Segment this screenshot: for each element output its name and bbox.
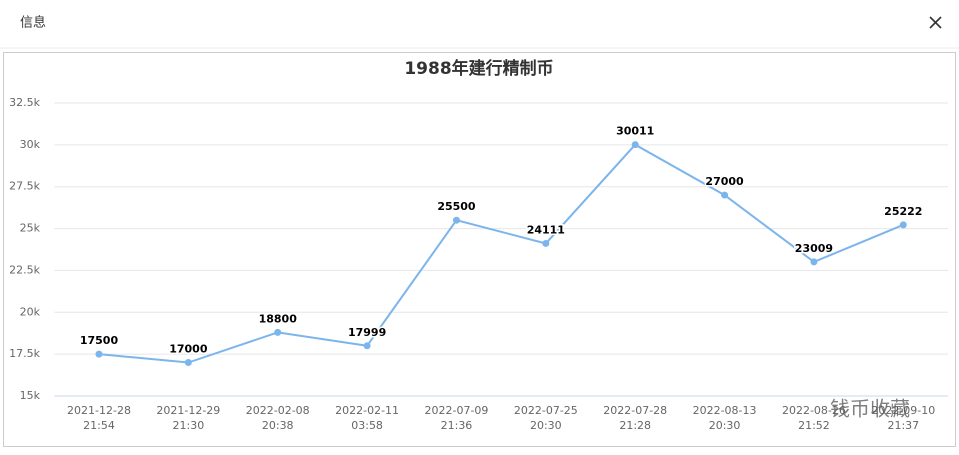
point [810, 258, 818, 266]
chart-title: 1988年建行精制币 [404, 58, 553, 79]
x-tick-label: 21:37 [887, 419, 919, 432]
x-tick-label: 2022-02-11 [335, 404, 399, 417]
data-label: 24111 [527, 223, 565, 236]
plot: 15k 17.5k 20k 22.5k 25k 27.5k 30k 32.5k 2021-12-… [9, 96, 948, 432]
point [184, 359, 192, 367]
y-tick-label: 30k [20, 138, 41, 151]
x-tick-label: 2021-12-29 [156, 404, 220, 417]
data-label: 27000 [705, 175, 744, 188]
x-tick-label: 2022-07-09 [424, 404, 488, 417]
y-tick-label: 25k [20, 222, 41, 235]
x-tick-label: 21:36 [441, 419, 473, 432]
y-tick-label: 22.5k [9, 263, 40, 276]
close-icon [929, 16, 942, 29]
x-tick-label: 2022-08-13 [693, 404, 757, 417]
point [631, 141, 639, 149]
x-tick-label: 03:58 [351, 419, 383, 432]
point [274, 328, 282, 336]
watermark: 钱币收藏 [830, 397, 910, 421]
data-label: 17000 [169, 343, 208, 356]
y-tick-label: 17.5k [9, 347, 40, 360]
y-tick-label: 32.5k [9, 96, 40, 109]
x-tick-label: 21:28 [619, 419, 651, 432]
x-tick-label: 2022-02-08 [246, 404, 310, 417]
point [542, 239, 550, 247]
data-label: 18800 [259, 312, 298, 325]
x-tick-label: 2022-07-25 [514, 404, 578, 417]
x-tick-label: 20:30 [530, 419, 562, 432]
x-tick-label: 2021-12-28 [67, 404, 131, 417]
x-tick-label: 20:38 [262, 419, 294, 432]
x-tick-label: 21:52 [798, 419, 830, 432]
close-button[interactable] [929, 16, 942, 29]
series-line [98, 143, 904, 364]
data-label: 25222 [884, 205, 922, 218]
x-tick-label: 2022-08-26 [782, 404, 846, 417]
data-label: 17999 [348, 326, 386, 339]
x-tick-label: 20:30 [709, 419, 741, 432]
point [363, 342, 371, 350]
x-tick-label: 2022-07-28 [603, 404, 667, 417]
data-label: 25500 [437, 200, 476, 213]
dialog-title: 信息 [20, 15, 46, 31]
y-tick-label: 15k [20, 389, 41, 402]
y-tick-label: 27.5k [9, 180, 40, 193]
point [452, 216, 460, 224]
x-tick-label: 21:54 [83, 419, 115, 432]
point [95, 350, 103, 358]
x-tick-label: 21:30 [173, 419, 205, 432]
data-label: 17500 [80, 334, 119, 347]
y-tick-label: 20k [20, 305, 41, 318]
point [899, 221, 907, 229]
data-label: 30011 [616, 125, 654, 138]
point [721, 191, 729, 199]
data-label: 23009 [795, 242, 833, 255]
x-tick-label: 2022-09-10 [871, 404, 935, 417]
